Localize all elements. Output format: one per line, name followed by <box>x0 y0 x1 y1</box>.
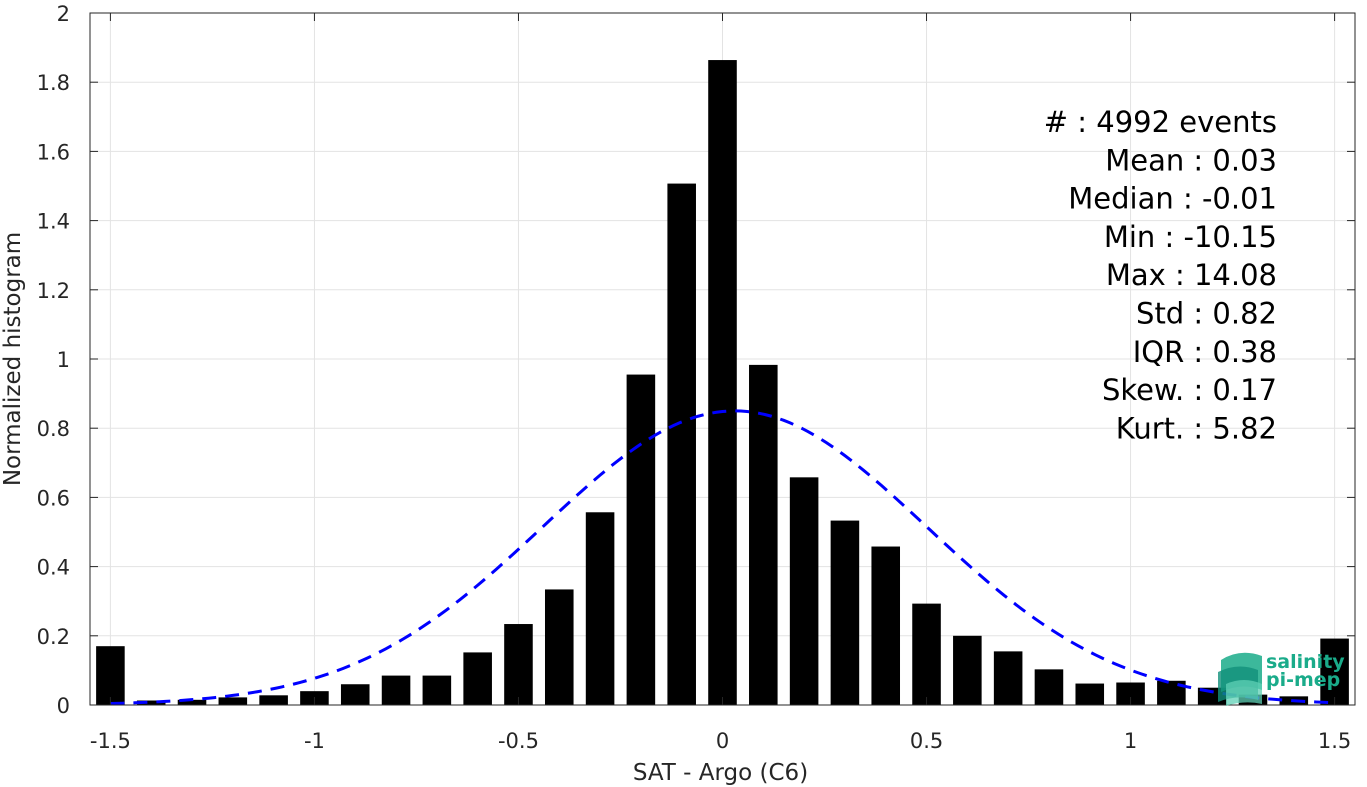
statistics-annotations: # : 4992 events Mean : 0.03 Median : -0.01… <box>1044 105 1277 445</box>
y-tick-labels: 0 0.2 0.4 0.6 0.8 1 1.2 1.4 1.6 1.8 2 <box>37 2 70 718</box>
y-tick-label: 0.6 <box>37 486 70 510</box>
histogram-bar <box>830 520 860 705</box>
y-tick-label: 1.6 <box>37 140 70 164</box>
y-tick-label: 1.4 <box>37 210 70 234</box>
histogram-bar <box>1034 669 1064 705</box>
y-tick-label: 1.8 <box>37 71 70 95</box>
stat-line: Kurt. : 5.82 <box>1116 411 1277 445</box>
histogram-bar <box>953 635 982 705</box>
y-tick-label: 0.2 <box>37 625 70 649</box>
normal-fit-curve <box>110 409 1335 706</box>
x-tick-label: -1 <box>304 729 325 753</box>
histogram-bar <box>340 684 370 705</box>
histogram-bar <box>626 374 656 705</box>
y-tick-label: 1 <box>57 348 70 372</box>
x-tick-label: -1.5 <box>90 729 131 753</box>
stat-line: Std : 0.82 <box>1136 297 1277 331</box>
y-axis-label: Normalized histogram <box>0 232 26 486</box>
histogram-bars <box>96 60 1349 705</box>
histogram-bar <box>749 364 778 705</box>
axis-ticks <box>90 12 1355 706</box>
stat-line: Min : -10.15 <box>1104 220 1277 254</box>
x-tick-label: 1 <box>1124 729 1137 753</box>
logo-text-line1: salinity <box>1266 651 1345 673</box>
logo-mark-icon <box>1218 652 1262 706</box>
histogram-bar <box>667 183 696 705</box>
histogram-bar <box>871 546 901 705</box>
histogram-bar <box>381 675 411 705</box>
normal-fit-line <box>110 409 1335 706</box>
y-tick-label: 0.8 <box>37 417 70 441</box>
histogram-bar <box>544 589 574 705</box>
histogram-bar <box>1075 683 1105 705</box>
stat-line: # : 4992 events <box>1044 105 1277 139</box>
x-tick-label: 0 <box>716 729 729 753</box>
histogram-bar <box>789 477 819 705</box>
histogram-bar <box>259 695 288 705</box>
y-tick-label: 0 <box>57 694 70 718</box>
stat-line: IQR : 0.38 <box>1133 335 1277 369</box>
y-tick-label: 1.2 <box>37 279 70 303</box>
stat-line: Median : -0.01 <box>1068 182 1277 216</box>
histogram-bar <box>136 700 166 705</box>
y-tick-label: 0.4 <box>37 556 70 580</box>
histogram-bar <box>218 697 248 705</box>
histogram-bar <box>463 652 492 705</box>
y-tick-label: 2 <box>57 2 70 26</box>
x-tick-labels: -1.5 -1 -0.5 0 0.5 1 1.5 <box>90 729 1351 753</box>
stat-line: Skew. : 0.17 <box>1102 373 1277 407</box>
stat-line: Mean : 0.03 <box>1105 143 1277 177</box>
histogram-bar <box>422 675 452 705</box>
histogram-bar <box>993 651 1023 705</box>
histogram-bar <box>1320 638 1349 705</box>
stat-line: Max : 14.08 <box>1106 258 1277 292</box>
histogram-bar <box>504 624 533 705</box>
x-tick-label: -0.5 <box>498 729 539 753</box>
histogram-bar <box>1116 682 1145 705</box>
x-tick-label: 0.5 <box>910 729 943 753</box>
histogram-bar <box>912 603 941 705</box>
x-axis-label: SAT - Argo (C6) <box>633 760 808 786</box>
histogram-bar <box>708 60 737 705</box>
x-tick-label: 1.5 <box>1318 729 1351 753</box>
logo-text-line2: pi-mep <box>1266 669 1340 691</box>
histogram-bar <box>177 699 207 705</box>
histogram-bar <box>96 646 125 705</box>
salinity-pimep-logo: salinity pi-mep <box>1218 651 1345 706</box>
histogram-bar <box>585 512 615 705</box>
